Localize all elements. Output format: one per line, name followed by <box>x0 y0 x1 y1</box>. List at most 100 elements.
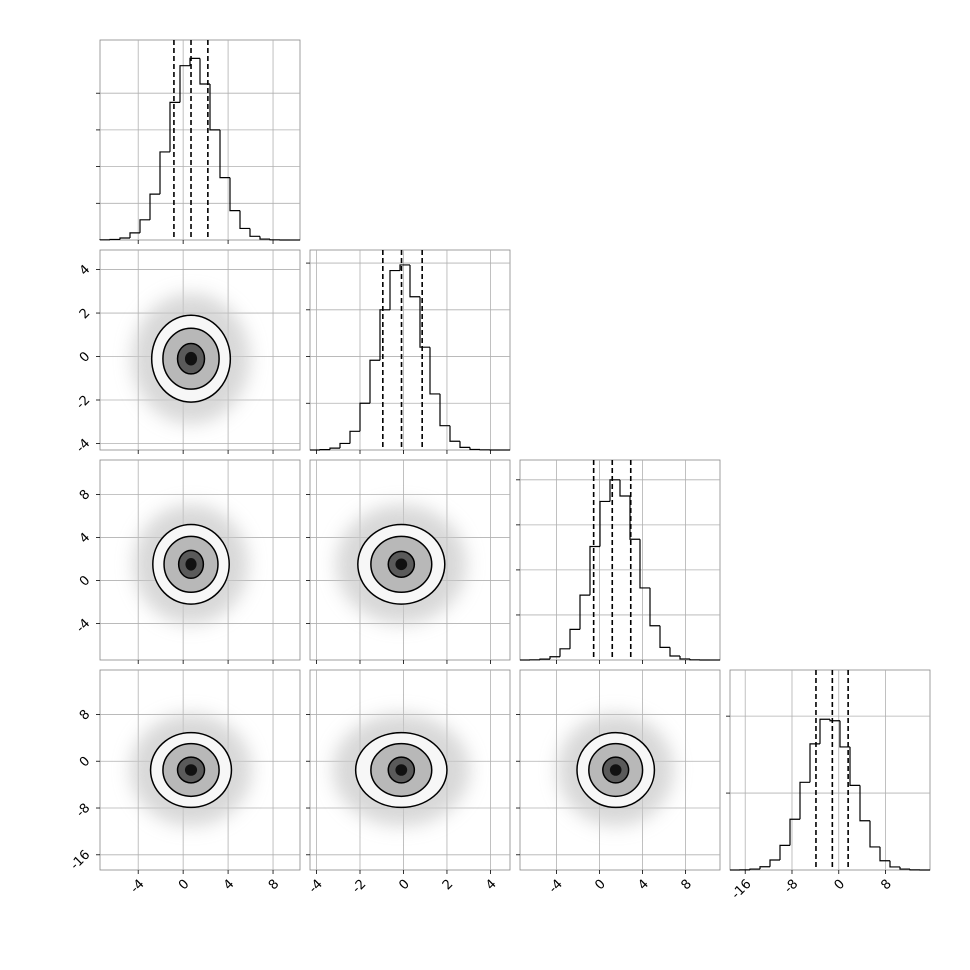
histogram-step <box>459 441 470 448</box>
x-tick-label: -16 <box>729 877 755 903</box>
histogram-step <box>189 57 200 66</box>
histogram-step <box>549 656 560 660</box>
y-tick-label: -4 <box>74 436 94 456</box>
y-tick-label: 8 <box>77 707 93 723</box>
y-tick-label: -8 <box>74 801 94 821</box>
x-tick-label: 8 <box>266 877 282 893</box>
histogram-step <box>909 869 920 871</box>
histogram-step <box>819 718 830 744</box>
y-tick-label: 2 <box>77 306 93 322</box>
histogram-step <box>149 193 160 220</box>
x-tick-label: 4 <box>483 877 499 893</box>
histogram-step <box>129 232 140 238</box>
histogram-step <box>759 866 770 870</box>
x-tick-label: -4 <box>546 877 566 897</box>
density-core <box>185 558 197 571</box>
histogram-step <box>879 846 890 862</box>
histogram-step <box>839 720 850 748</box>
histogram-step <box>779 844 790 860</box>
histogram-step <box>339 442 350 449</box>
y-tick-label: -2 <box>74 393 94 413</box>
histogram-step <box>349 430 360 444</box>
density-core <box>609 764 622 776</box>
histogram-step <box>199 58 210 85</box>
histogram-step <box>679 656 690 660</box>
density-core <box>184 764 198 776</box>
histogram-step <box>439 393 450 427</box>
x-tick-label: -4 <box>306 877 326 897</box>
histogram-step <box>329 447 340 450</box>
histogram-step <box>239 210 250 230</box>
histogram-step <box>469 447 480 451</box>
histogram-step <box>749 868 760 870</box>
x-tick-label: 4 <box>221 877 237 893</box>
histogram-step <box>569 628 580 649</box>
histogram-step <box>179 65 190 103</box>
histogram-step <box>589 545 600 596</box>
histogram-step <box>389 269 400 310</box>
density-core <box>395 558 408 571</box>
histogram-step <box>689 658 700 661</box>
histogram-step <box>169 101 180 152</box>
y-tick-label: 8 <box>77 487 93 503</box>
density-core <box>395 764 408 776</box>
x-tick-label: -8 <box>782 877 802 897</box>
histogram-step <box>799 781 810 820</box>
histogram-step <box>869 820 880 848</box>
x-tick-label: 0 <box>832 877 848 893</box>
histogram-step <box>769 859 780 867</box>
panel-frame <box>729 669 931 871</box>
x-tick-label: 2 <box>440 877 456 893</box>
histogram-step <box>619 479 630 497</box>
histogram-step <box>399 264 410 271</box>
y-tick-label: 4 <box>77 262 93 278</box>
y-tick-label: -4 <box>74 616 94 636</box>
histogram-step <box>659 625 670 648</box>
histogram-step <box>409 264 420 298</box>
histogram-step <box>449 425 460 442</box>
y-tick-label: -16 <box>68 847 94 873</box>
histogram-step <box>139 219 150 233</box>
histogram-step <box>859 785 870 822</box>
histogram-step <box>419 296 430 348</box>
y-tick-label: 4 <box>77 530 93 546</box>
histogram-step <box>259 236 270 240</box>
histogram-step <box>579 594 590 630</box>
histogram-step <box>269 239 280 241</box>
histogram-step <box>559 648 570 657</box>
histogram-step <box>829 719 840 722</box>
histogram-step <box>889 860 900 868</box>
histogram-step <box>219 129 230 179</box>
histogram-step <box>369 359 380 404</box>
histogram-step <box>599 500 610 547</box>
histogram-step <box>249 228 260 237</box>
x-tick-label: -2 <box>350 877 370 897</box>
x-tick-label: 8 <box>878 877 894 893</box>
histogram-step <box>209 84 220 131</box>
histogram-step <box>649 587 660 627</box>
histogram-step <box>429 347 440 395</box>
histogram-step <box>119 237 130 240</box>
x-tick-label: 0 <box>176 877 192 893</box>
histogram-step <box>789 818 800 846</box>
histogram-step <box>899 866 910 870</box>
y-tick-label: 0 <box>77 349 93 365</box>
x-tick-label: 0 <box>592 877 608 893</box>
histogram-step <box>359 402 370 432</box>
histogram-step <box>639 539 650 589</box>
y-tick-label: 0 <box>77 754 93 770</box>
x-tick-label: 0 <box>396 877 412 893</box>
histogram-step <box>539 658 550 660</box>
x-tick-label: 8 <box>678 877 694 893</box>
histogram-step <box>229 177 240 212</box>
histogram-step <box>379 309 390 361</box>
y-tick-label: 0 <box>77 573 93 589</box>
histogram-step <box>669 647 680 657</box>
histogram-step <box>609 479 620 502</box>
x-tick-label: 4 <box>635 877 651 893</box>
histogram-step <box>849 746 860 786</box>
density-core <box>184 351 198 366</box>
x-tick-label: -4 <box>128 877 148 897</box>
